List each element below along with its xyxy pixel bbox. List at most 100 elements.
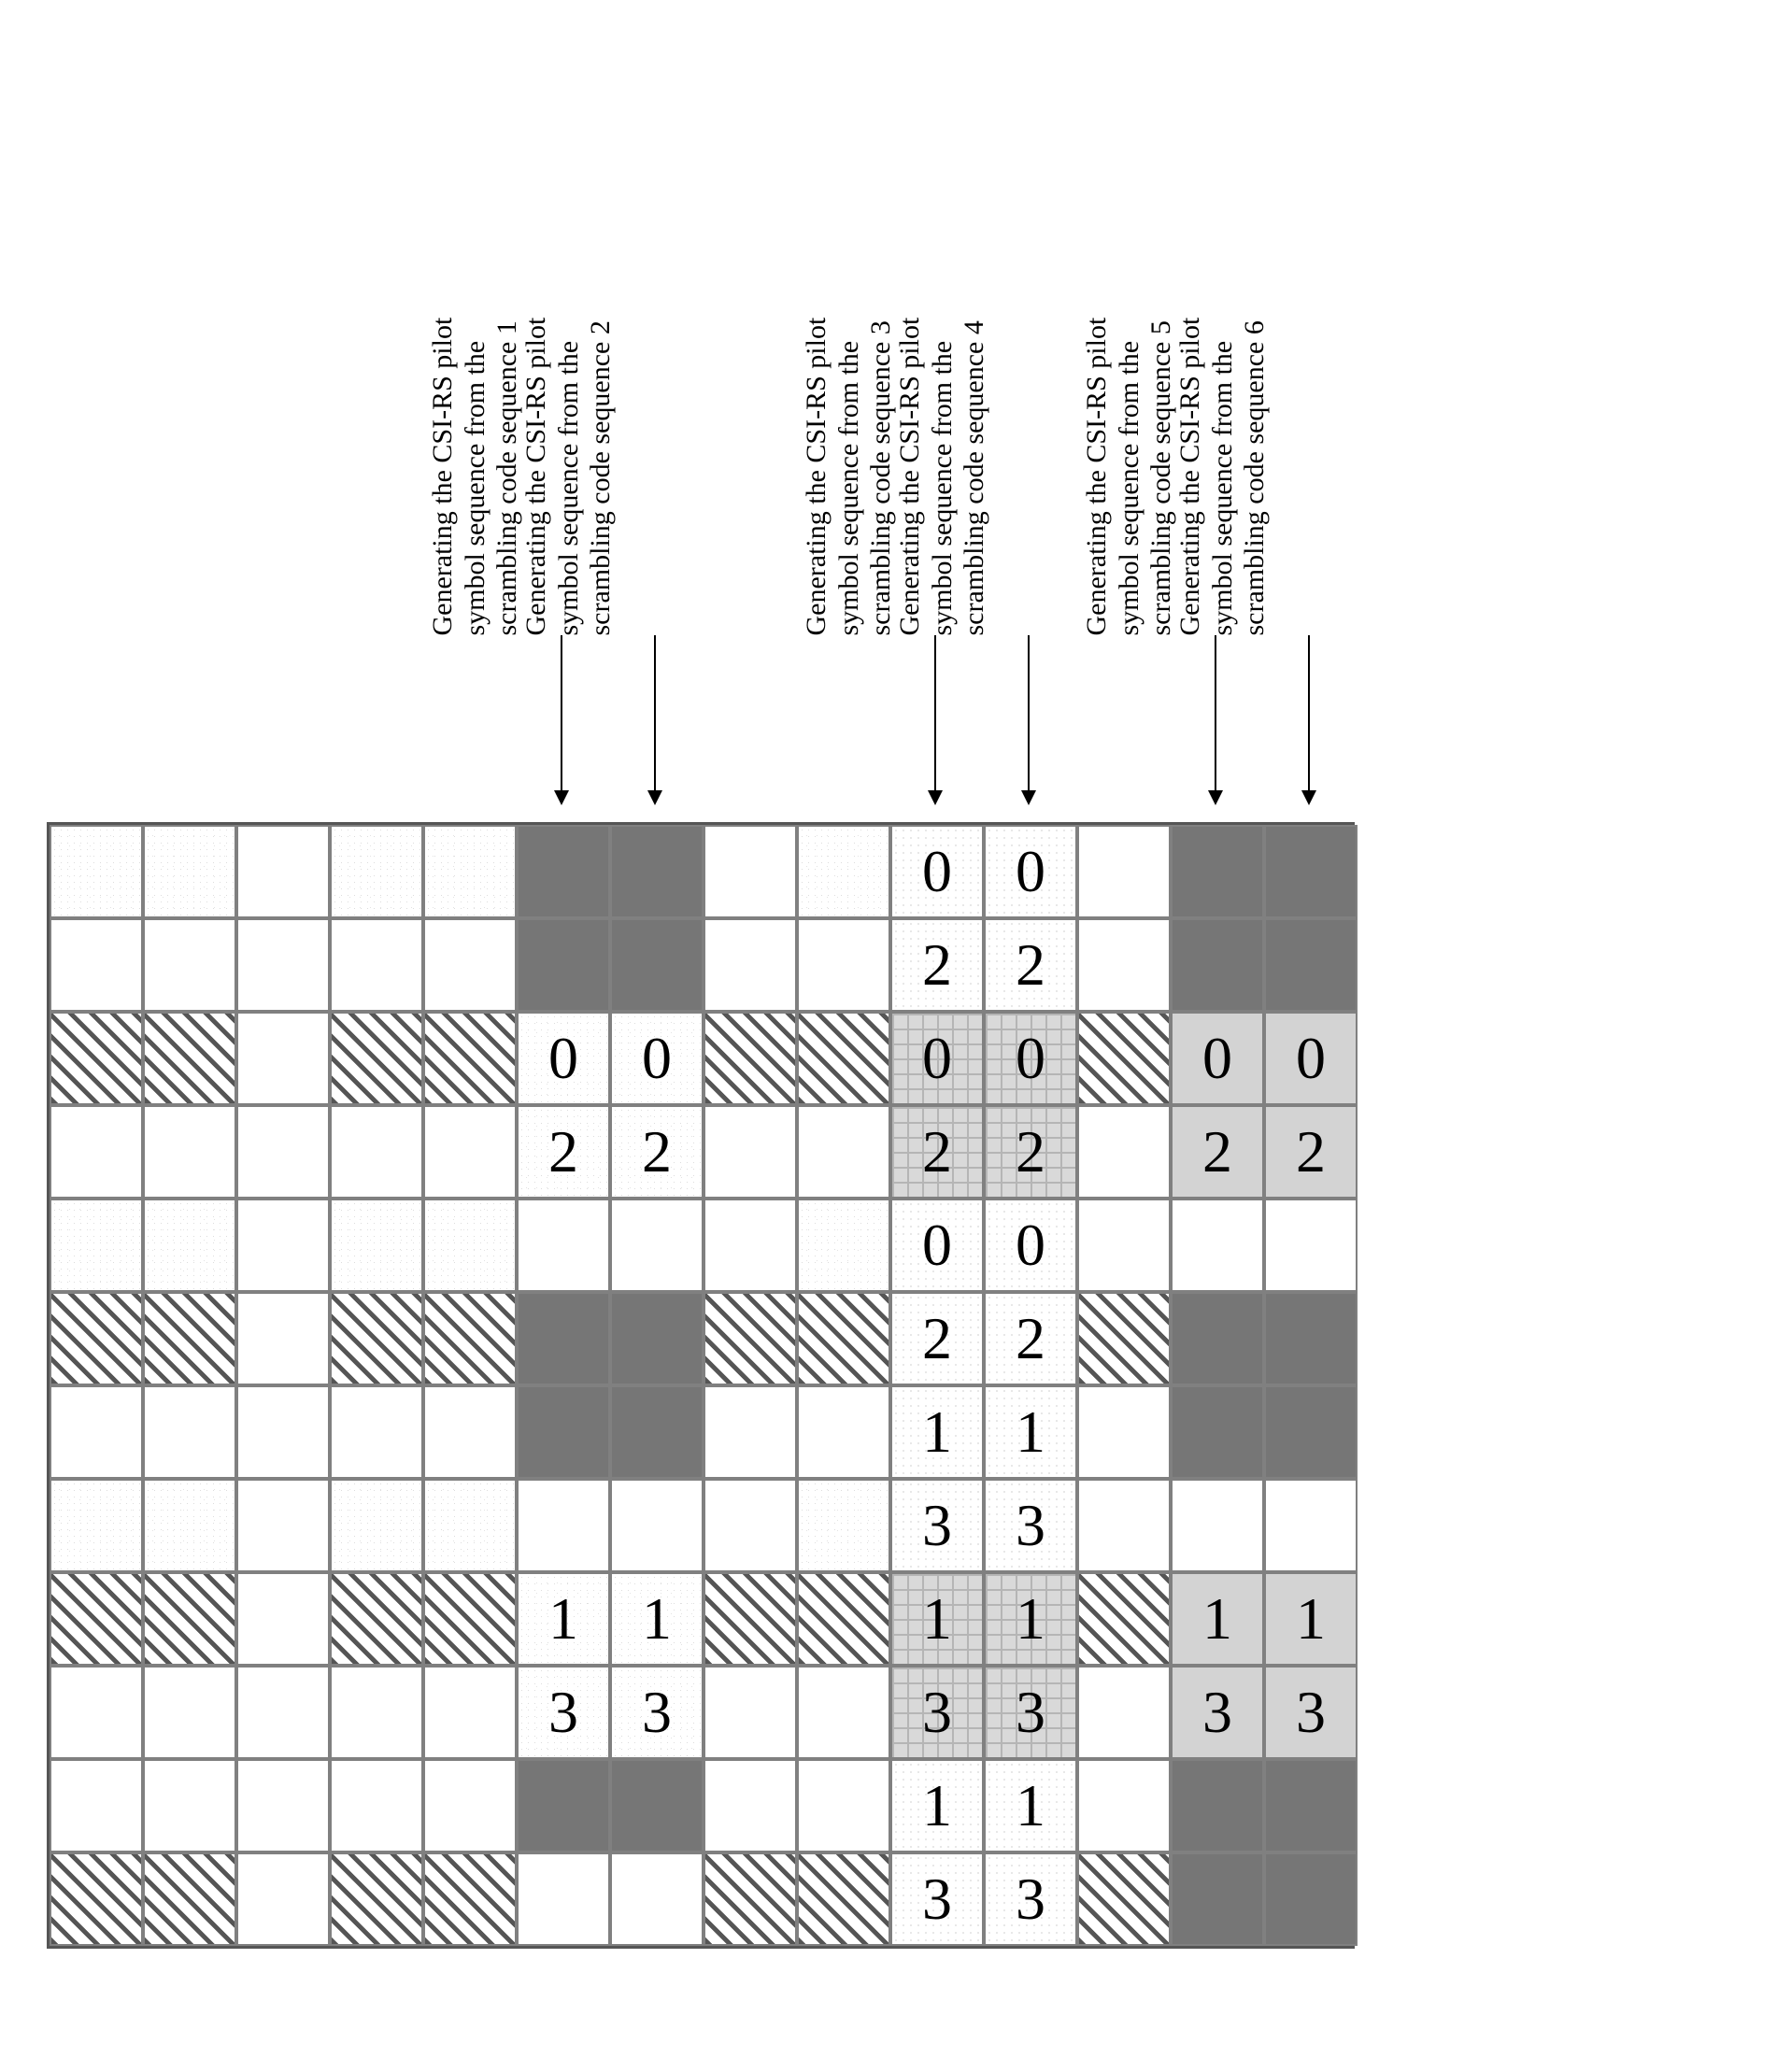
grid-cell [143,1852,236,1946]
grid-cell [423,1572,517,1666]
grid-cell: 1 [890,1759,984,1852]
grid-cell [143,1572,236,1666]
grid-cell [236,1759,330,1852]
grid-cell [610,1292,704,1385]
grid-cell [704,1292,797,1385]
grid-cell: 0 [984,825,1077,918]
cell-value: 1 [548,1584,578,1653]
vertical-label-line: symbol sequence from the [832,75,865,635]
vertical-label: Generating the CSI-RS pilotsymbol sequen… [520,75,618,635]
grid-cell: 0 [1171,1012,1264,1105]
grid-cell [423,1759,517,1852]
cell-value: 0 [1016,1024,1045,1093]
grid-cell [50,825,143,918]
grid-cell [1171,918,1264,1012]
grid-cell [797,1105,890,1199]
grid-cell [517,1385,610,1479]
grid-cell [143,1012,236,1105]
grid-cell [143,918,236,1012]
cell-value: 0 [642,1024,672,1093]
grid-cell: 1 [517,1572,610,1666]
grid-cell: 3 [890,1479,984,1572]
grid-cell [797,1292,890,1385]
grid-cell [330,1666,423,1759]
arrow-down-icon [1308,635,1310,803]
grid-cell [50,1105,143,1199]
grid-cell [1077,825,1171,918]
grid-cell: 3 [890,1666,984,1759]
vertical-label: Generating the CSI-RS pilotsymbol sequen… [894,75,991,635]
grid-cell [143,1666,236,1759]
grid-cell [1264,1385,1358,1479]
grid-cell [143,1385,236,1479]
cell-value: 3 [1202,1678,1232,1747]
grid-cell [50,1572,143,1666]
grid-cell [50,1666,143,1759]
grid-cell [423,918,517,1012]
grid-cell: 0 [517,1012,610,1105]
grid-cell [423,1479,517,1572]
grid-cell [1264,918,1358,1012]
grid-cell: 2 [984,918,1077,1012]
grid-cell [797,1385,890,1479]
grid-cell [236,1199,330,1292]
cell-value: 3 [922,1491,952,1560]
grid-cell: 2 [890,1292,984,1385]
grid-cell: 3 [1171,1666,1264,1759]
cell-value: 3 [922,1865,952,1934]
vertical-label-line: Generating the CSI-RS pilot [427,75,460,635]
grid-cell [704,825,797,918]
grid-cell [143,1292,236,1385]
grid-cell [1077,1479,1171,1572]
cell-value: 0 [1296,1024,1326,1093]
grid-cell: 1 [984,1759,1077,1852]
grid-cell [797,1852,890,1946]
grid-cell: 2 [1171,1105,1264,1199]
grid-cell [1077,1759,1171,1852]
grid-cell [704,1105,797,1199]
grid-cell [423,1105,517,1199]
grid-cell [423,1385,517,1479]
grid-cell: 3 [984,1666,1077,1759]
grid-cell [1077,1292,1171,1385]
grid-cell: 1 [984,1572,1077,1666]
vertical-label: Generating the CSI-RS pilotsymbol sequen… [427,75,524,635]
grid-cell: 1 [984,1385,1077,1479]
grid-cell [236,1852,330,1946]
cell-value: 3 [922,1678,952,1747]
vertical-label-line: scrambling code sequence 1 [491,75,524,635]
cell-value: 1 [922,1584,952,1653]
grid-cell [330,1012,423,1105]
grid-cell [517,1199,610,1292]
grid-cell: 2 [610,1105,704,1199]
grid-cell [236,1572,330,1666]
grid-cell [610,1385,704,1479]
grid-cell [1264,825,1358,918]
cell-value: 1 [1016,1398,1045,1467]
grid-cell [610,1479,704,1572]
cell-value: 3 [1296,1678,1326,1747]
grid-cell: 1 [1171,1572,1264,1666]
grid-cell [797,1479,890,1572]
vertical-label-line: symbol sequence from the [926,75,959,635]
grid-cell [423,1199,517,1292]
vertical-label-line: symbol sequence from the [552,75,585,635]
arrow-down-icon [561,635,562,803]
cell-value: 2 [1016,1117,1045,1186]
grid-cell [50,1759,143,1852]
grid-cell [330,1105,423,1199]
grid-cell [1171,1199,1264,1292]
vertical-label-line: symbol sequence from the [1206,75,1239,635]
grid-cell [143,1759,236,1852]
grid-cell [1077,1105,1171,1199]
grid-cell [517,1852,610,1946]
grid-cell [517,825,610,918]
grid-cell [704,1479,797,1572]
grid-cell: 3 [610,1666,704,1759]
grid-cell: 0 [890,1199,984,1292]
grid-cell [143,1479,236,1572]
grid-cell: 0 [984,1199,1077,1292]
grid-cell [50,1199,143,1292]
grid-cell [517,1479,610,1572]
grid-cell: 3 [984,1852,1077,1946]
